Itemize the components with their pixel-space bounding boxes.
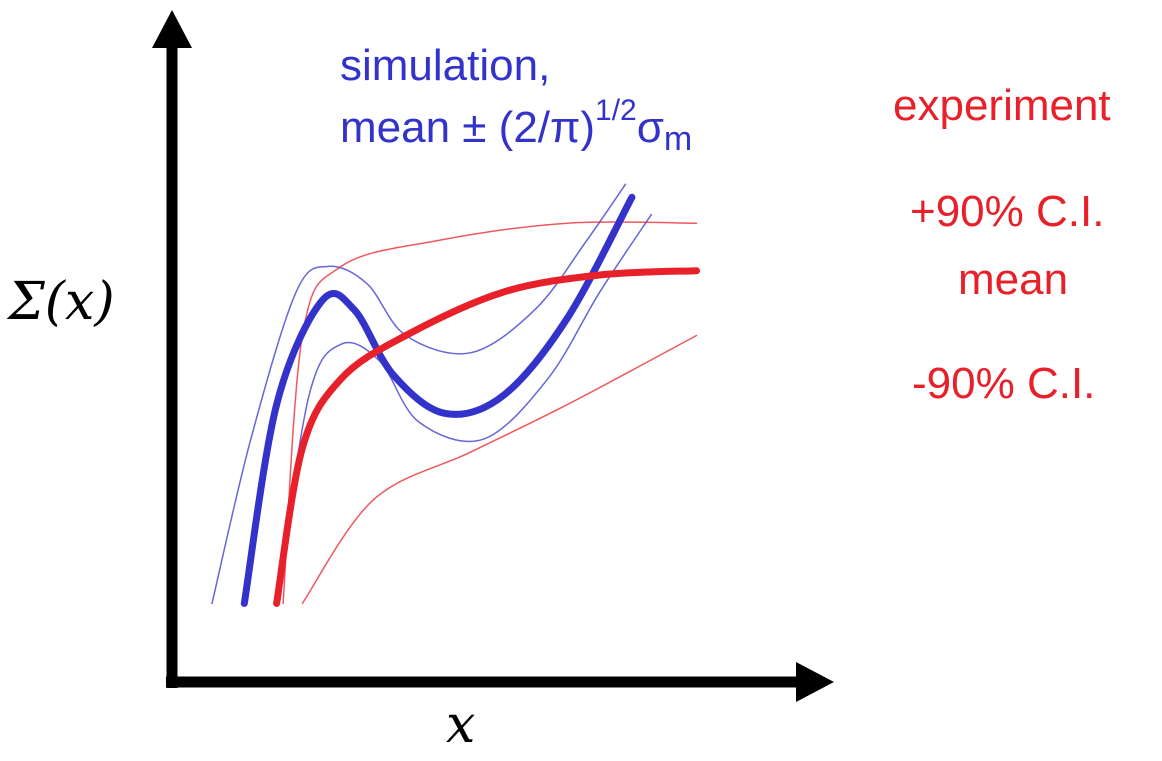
series-simulation-lower [275,213,653,605]
x-axis-arrowhead [796,662,834,702]
ci-lower-label: -90% C.I. [912,359,1096,408]
y-axis-label: Σ(x) [8,272,115,332]
experiment-label: experiment [893,81,1111,130]
simulation-label-line1: simulation, [340,41,551,90]
series-simulation-upper [211,183,627,605]
simulation-label-line2: mean ± (2/π)1/2σm [340,96,692,157]
series-experiment-90-c-i [301,334,698,605]
simulation-label-sigma: σ [636,103,664,152]
series-experiment-90-c-i [282,221,698,605]
ci-upper-label: +90% C.I. [910,187,1105,236]
simulation-label-subscript: m [663,120,693,158]
simulation-label-exponent: 1/2 [595,94,637,127]
series-layer [211,183,700,607]
series-experiment-mean [273,267,700,607]
ci-mean-label: mean [958,255,1069,304]
y-axis-arrowhead [152,10,192,48]
series-simulation-mean [240,193,636,607]
x-axis-label: x [446,695,476,755]
simulation-label-prefix: mean ± (2/π) [340,103,596,152]
